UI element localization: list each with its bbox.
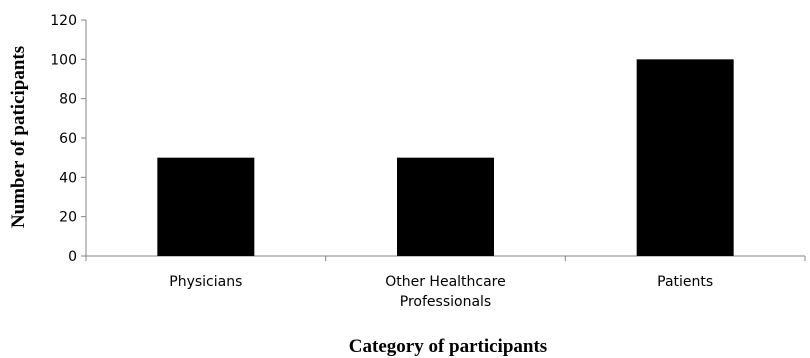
x-tick-label: Physicians — [169, 274, 242, 290]
x-tick-label: Patients — [657, 274, 713, 290]
y-tick-label: 40 — [59, 170, 77, 186]
y-tick-label: 120 — [50, 13, 77, 29]
y-tick-label: 0 — [68, 249, 77, 265]
bar — [636, 59, 734, 257]
x-axis-title: Category of participants — [349, 336, 547, 357]
y-axis: 0 20 40 60 80 100 120 — [50, 13, 87, 265]
y-tick-label: 60 — [59, 131, 77, 147]
bar — [397, 157, 494, 256]
y-tick-label: 100 — [50, 52, 77, 68]
x-tick-label: Other Healthcare Professionals — [385, 274, 506, 310]
y-axis-title: Number of paticipants — [8, 46, 29, 228]
x-axis: Physicians Other Healthcare Professionals P… — [85, 255, 806, 310]
bar — [157, 157, 255, 256]
y-tick-label: 20 — [59, 210, 77, 226]
bars — [157, 59, 734, 257]
y-tick-label: 80 — [59, 92, 77, 108]
